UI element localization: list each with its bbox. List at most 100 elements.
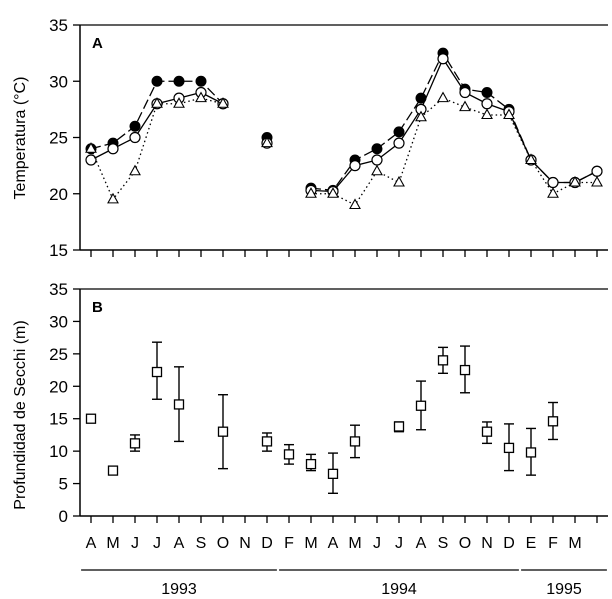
month-label: M (348, 535, 361, 552)
open-triangle-point (327, 187, 339, 198)
open-triangle-point (503, 108, 515, 120)
open-triangle-point (371, 164, 383, 176)
secchi-point-group (349, 424, 361, 459)
secchi-square-point (129, 438, 141, 449)
secchi-square-point (217, 426, 229, 437)
panel-b-y-tick-label: 5 (59, 475, 68, 494)
secchi-square-point (437, 355, 449, 366)
open-circle-point (85, 154, 97, 166)
series-line-dotted (311, 97, 597, 206)
open-triangle-point (547, 187, 559, 198)
open-triangle-point (173, 97, 185, 108)
secchi-square-point (151, 366, 163, 378)
open-triangle-point (151, 97, 163, 108)
month-label: F (548, 535, 558, 552)
panel-a-y-axis-title: Temperatura (°C) (12, 77, 29, 200)
year-label: 1993 (161, 581, 197, 598)
secchi-point-group (415, 380, 427, 431)
year-label: 1995 (546, 581, 582, 598)
secchi-square-point (393, 421, 405, 432)
secchi-square-point (459, 364, 471, 376)
open-triangle-point (393, 175, 405, 187)
open-triangle-point (107, 192, 119, 204)
filled-circle-point (393, 126, 405, 138)
open-circle-point (371, 154, 383, 166)
secchi-square-point (305, 458, 317, 470)
open-triangle-point (217, 97, 229, 108)
open-triangle-point (415, 110, 427, 122)
open-triangle-point (437, 91, 449, 103)
secchi-square-point (85, 413, 97, 424)
panel-a-label: A (92, 35, 103, 52)
secchi-square-point (173, 399, 185, 410)
secchi-point-group (283, 443, 295, 465)
secchi-square-point (327, 468, 339, 479)
secchi-point-group (261, 432, 273, 452)
filled-circle-point (371, 143, 383, 155)
open-circle-point (459, 86, 471, 99)
open-circle-point (481, 98, 493, 110)
panel-b-y-tick-label: 15 (49, 410, 68, 429)
secchi-point-group (459, 345, 471, 394)
secchi-point-group (217, 394, 229, 470)
month-label: J (373, 535, 381, 552)
series-line-solid (310, 57, 598, 193)
open-triangle-point (349, 198, 361, 210)
open-circle-point (591, 165, 603, 177)
panel-b-y-axis-title: Profundidad de Secchi (m) (12, 320, 29, 509)
open-triangle-point (525, 153, 537, 165)
secchi-point-group (547, 401, 559, 441)
year-label: 1994 (381, 581, 417, 598)
month-label: J (131, 535, 139, 552)
series-open-circle (85, 53, 603, 198)
month-label: M (304, 535, 317, 552)
month-label: D (261, 535, 273, 552)
month-label: O (217, 535, 229, 552)
panel-b-y-tick-label: 35 (49, 280, 68, 299)
month-label: M (568, 535, 581, 552)
secchi-point-group (525, 427, 537, 476)
secchi-square-point (349, 436, 361, 447)
secchi-point-group (503, 423, 515, 472)
panel-a-y-tick-label: 25 (49, 129, 68, 148)
open-triangle-point (569, 175, 581, 187)
secchi-point-group (107, 465, 119, 476)
secchi-square-point (261, 436, 273, 447)
secchi-square-point (503, 442, 515, 454)
secchi-point-group (327, 452, 339, 494)
panel-a-temperature: 15 20 25 30 35 (49, 16, 608, 260)
open-circle-point (129, 131, 141, 144)
month-label: M (106, 535, 119, 552)
month-label: A (86, 535, 97, 552)
open-triangle-point (129, 164, 141, 176)
month-label: F (284, 535, 294, 552)
panel-a-y-tick-label: 15 (49, 241, 68, 260)
open-triangle-point (459, 100, 471, 112)
month-label: A (328, 535, 339, 552)
panel-b-label: B (92, 299, 103, 316)
filled-circle-point (129, 120, 141, 132)
secchi-square-point (525, 447, 537, 458)
month-label: J (395, 535, 403, 552)
month-label: S (438, 535, 449, 552)
series-filled-circle (85, 47, 603, 196)
secchi-point-group (85, 413, 97, 424)
secchi-point-group (151, 341, 163, 400)
secchi-square-point (107, 465, 119, 476)
secchi-point-group (393, 421, 405, 433)
filled-circle-point (195, 75, 207, 87)
open-triangle-point (261, 136, 273, 148)
open-circle-point (437, 53, 449, 65)
month-label: O (459, 535, 471, 552)
month-label: A (174, 535, 185, 552)
secchi-point-group (305, 453, 317, 472)
open-triangle-point (305, 187, 317, 198)
series-open-triangle (85, 91, 603, 210)
filled-circle-point (173, 75, 185, 87)
filled-circle-point (481, 87, 493, 98)
panel-a-y-tick-label: 30 (49, 72, 68, 91)
secchi-square-point (283, 449, 295, 460)
secchi-point-group (481, 421, 493, 445)
